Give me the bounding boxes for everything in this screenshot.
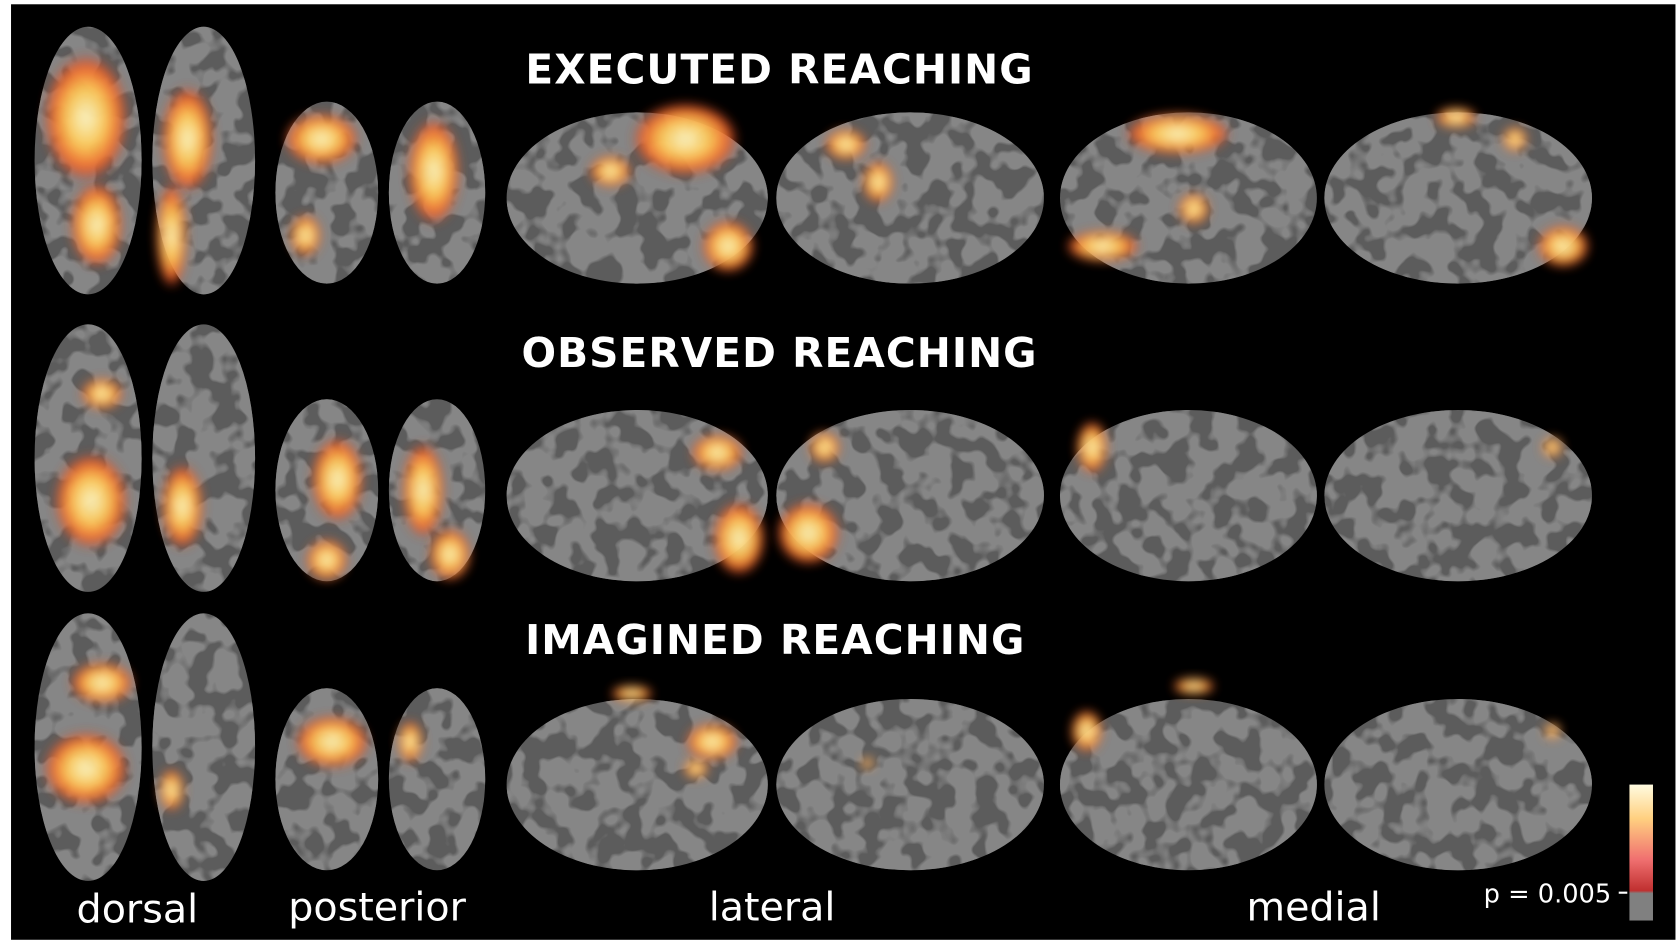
brain-surface	[152, 613, 256, 881]
view-label: posterior	[288, 885, 466, 931]
panel-title: EXECUTED REACHING	[525, 45, 1033, 93]
activation-blob	[69, 181, 124, 268]
activation-blob	[683, 757, 709, 780]
activation-blob	[158, 768, 185, 812]
activation-blob	[294, 715, 370, 769]
view-label: medial	[1247, 885, 1381, 931]
activation-blob	[1502, 126, 1528, 152]
activation-blob	[589, 155, 632, 188]
brain-surface	[1324, 112, 1592, 284]
brain-surface	[776, 409, 1044, 582]
brain-surface	[776, 698, 1044, 871]
activation-blob	[428, 527, 472, 582]
activation-blob	[1177, 192, 1210, 225]
colorbar-label: p = 0.005	[1484, 879, 1612, 909]
activation-blob	[160, 463, 204, 550]
panel-title: OBSERVED REACHING	[521, 329, 1037, 377]
activation-blob	[610, 685, 654, 703]
brain-surface	[1324, 409, 1592, 582]
activation-blob	[808, 431, 841, 464]
brain-renders	[34, 26, 1592, 881]
brain-surface	[1059, 698, 1317, 871]
activation-blob	[43, 731, 129, 806]
brain-surface	[776, 112, 1044, 284]
activation-blob	[860, 756, 874, 770]
brain-row	[34, 26, 1592, 295]
activation-blob	[1541, 436, 1564, 459]
activation-blob	[160, 85, 215, 193]
activation-blob	[305, 538, 349, 582]
activation-blob	[283, 112, 359, 166]
activation-blob	[397, 720, 424, 764]
colorbar	[1629, 784, 1653, 921]
activation-blob	[289, 214, 322, 257]
brain-surface	[388, 688, 486, 871]
activation-blob	[776, 500, 841, 566]
activation-blob	[1543, 722, 1561, 740]
activation-blob	[1172, 677, 1216, 695]
brain-surface	[1059, 409, 1317, 582]
brain-row	[34, 613, 1592, 881]
activation-blob	[401, 442, 445, 539]
activation-blob	[80, 377, 124, 410]
activation-blob	[701, 219, 755, 273]
activation-blob	[690, 433, 745, 473]
activation-blob	[1065, 230, 1141, 263]
brain-surface	[152, 324, 256, 592]
activation-blob	[1124, 112, 1232, 156]
activation-blob	[1070, 709, 1103, 753]
activation-blob	[310, 436, 365, 523]
brain-surface	[506, 698, 768, 871]
brain-row	[34, 324, 1592, 592]
activation-blob	[1076, 420, 1109, 475]
panel-title: IMAGINED REACHING	[525, 616, 1025, 664]
activation-blob	[407, 117, 461, 225]
view-label: lateral	[709, 885, 836, 931]
brain-surface	[1324, 698, 1592, 871]
activation-blob	[155, 181, 188, 290]
activation-blob	[685, 722, 739, 762]
activation-blob	[631, 101, 739, 177]
activation-blob	[1434, 107, 1478, 129]
view-label: dorsal	[77, 887, 199, 933]
activation-blob	[69, 661, 135, 705]
activation-blob	[712, 500, 766, 576]
activation-blob	[861, 160, 895, 204]
activation-blob	[824, 128, 868, 161]
activation-blob	[53, 452, 129, 550]
activation-blob	[1536, 224, 1590, 268]
activation-blob	[43, 53, 129, 182]
